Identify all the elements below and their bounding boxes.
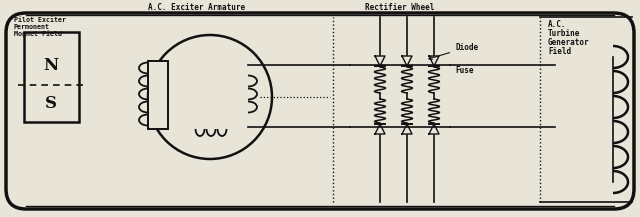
Circle shape [148, 35, 272, 159]
Text: Rectifier Wheel: Rectifier Wheel [365, 3, 435, 12]
Text: N: N [44, 56, 59, 74]
FancyBboxPatch shape [6, 13, 634, 209]
Text: Pilot Exciter: Pilot Exciter [14, 17, 66, 23]
Text: Permonent: Permonent [14, 24, 50, 30]
Text: Turbine: Turbine [548, 29, 580, 38]
Bar [148, 61, 168, 129]
Text: Field: Field [548, 47, 571, 56]
Text: A.C.: A.C. [548, 20, 566, 29]
Text: Generator: Generator [548, 38, 589, 47]
Text: Mognet Field: Mognet Field [14, 30, 62, 37]
Text: S: S [45, 95, 57, 112]
Text: Fuse: Fuse [455, 66, 474, 75]
Bar [24, 32, 79, 122]
Text: A.C. Exciter Armature: A.C. Exciter Armature [148, 3, 245, 12]
Text: Diode: Diode [429, 43, 478, 59]
